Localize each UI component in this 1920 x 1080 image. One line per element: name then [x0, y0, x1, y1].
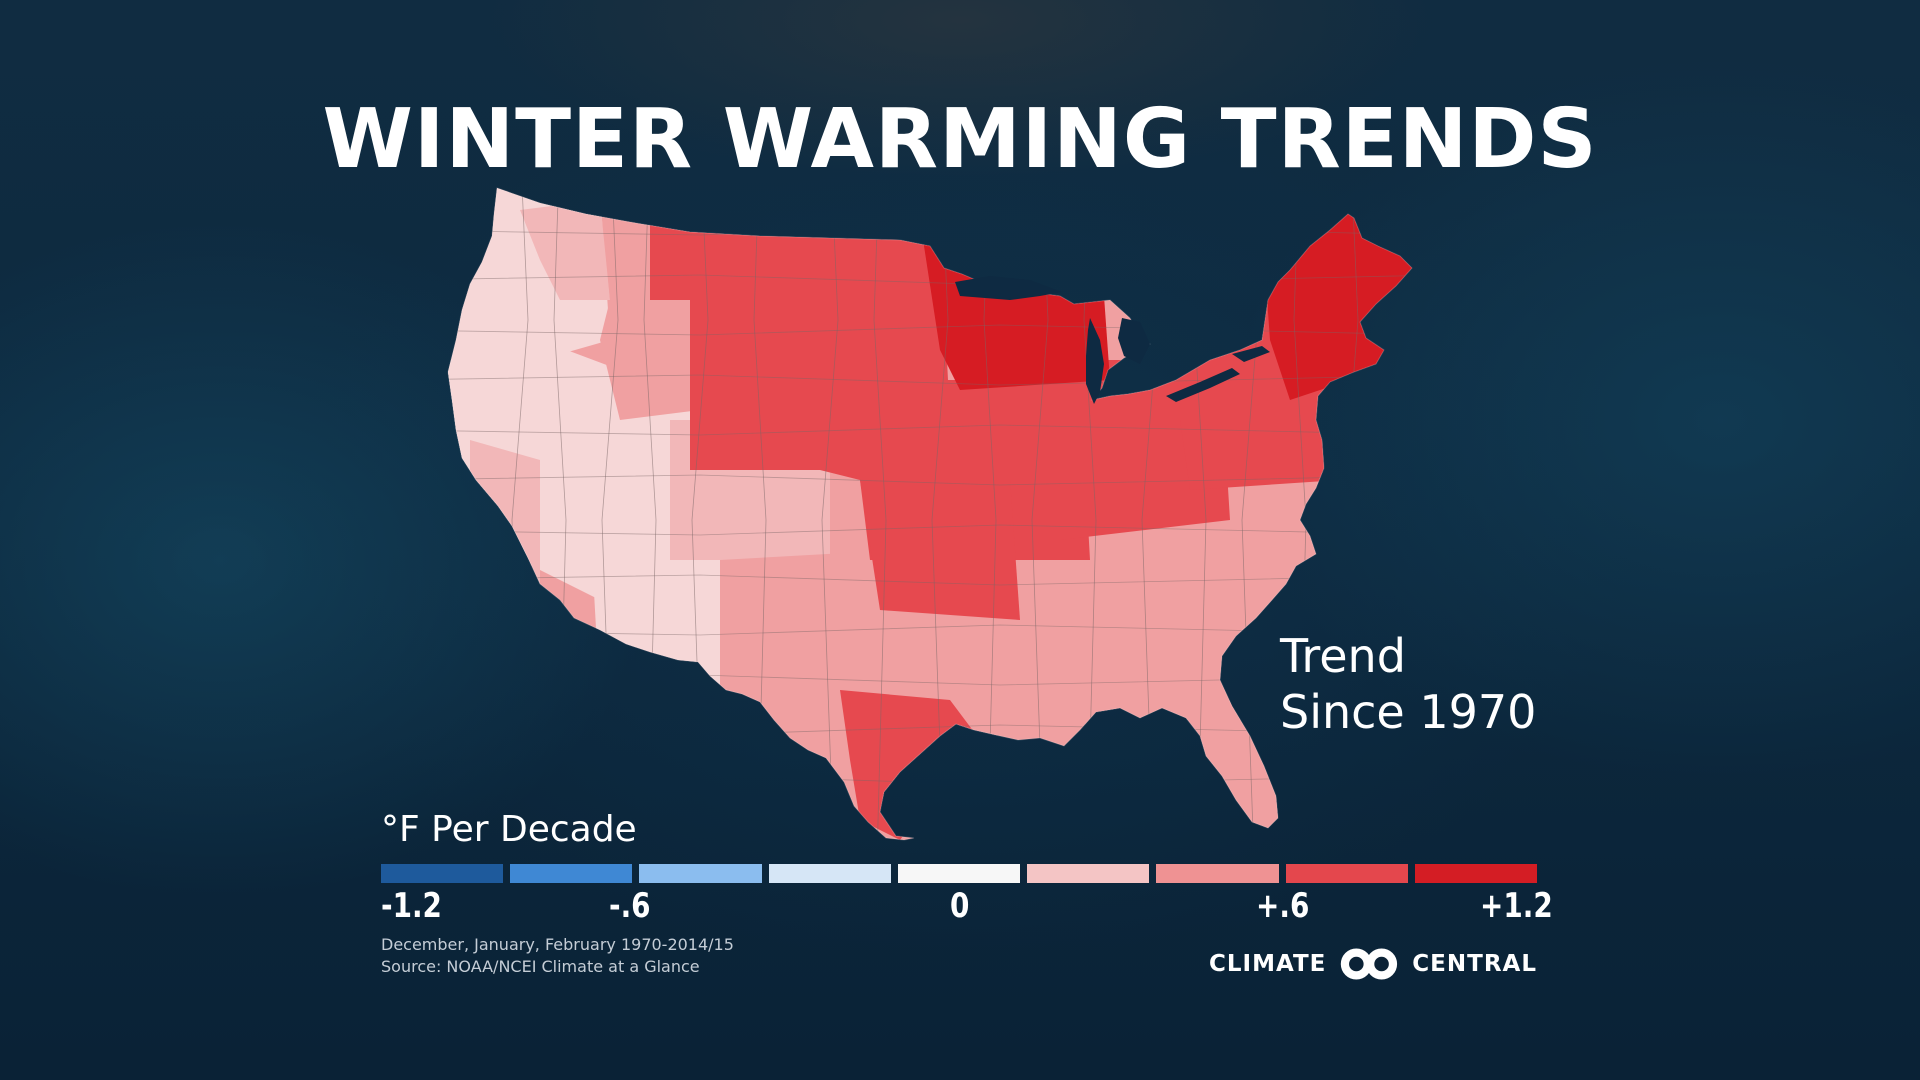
great-lakes: [955, 276, 1270, 404]
legend-swatch: [1156, 864, 1279, 883]
division-border: [448, 524, 1412, 536]
logo-rings-icon: [1341, 948, 1398, 980]
region-upper-midwest: [920, 220, 1110, 390]
division-border: [448, 474, 1412, 486]
logo-text-right: CENTRAL: [1412, 951, 1537, 977]
legend-tick-neg-half: -.6: [609, 886, 651, 926]
region-washington-east: [520, 200, 610, 300]
page-title: WINTER WARMING TRENDS: [322, 92, 1598, 187]
legend-swatch: [1027, 864, 1150, 883]
legend-swatch: [510, 864, 633, 883]
period-note: December, January, February 1970-2014/15: [381, 935, 734, 954]
legend-swatch: [1285, 864, 1408, 883]
region-oklahoma: [860, 480, 1020, 620]
legend-swatch: [1414, 864, 1537, 883]
division-border: [448, 424, 1412, 436]
lake-ontario: [1232, 346, 1270, 362]
lake-huron: [1118, 318, 1150, 364]
division-border: [448, 774, 1412, 786]
legend-swatch: [639, 864, 762, 883]
region-new-england: [1260, 200, 1412, 400]
lake-erie: [1166, 368, 1240, 402]
legend-swatch: [897, 864, 1021, 883]
legend-swatch: [381, 864, 504, 883]
trend-label-line1: Trend: [1280, 629, 1406, 683]
trend-since-label: Trend Since 1970: [1280, 628, 1580, 740]
logo-text-left: CLIMATE: [1209, 951, 1327, 977]
legend-color-scale: [381, 864, 1537, 883]
source-note: December, January, February 1970-2014/15…: [381, 934, 734, 978]
legend-tick-min: -1.2: [381, 886, 442, 926]
legend-swatch: [768, 864, 891, 883]
climate-central-logo: CLIMATE CENTRAL: [1209, 944, 1537, 984]
division-border: [448, 574, 1412, 586]
source-credit: Source: NOAA/NCEI Climate at a Glance: [381, 957, 700, 976]
legend-tick-max: +1.2: [1480, 886, 1553, 926]
region-rockies-north: [600, 190, 700, 420]
legend-title: °F Per Decade: [381, 809, 637, 850]
trend-label-line2: Since 1970: [1280, 685, 1537, 739]
legend-tick-pos-half: +.6: [1256, 886, 1310, 926]
region-texas-south: [840, 690, 980, 840]
region-southern-california: [470, 440, 540, 620]
lake-superior: [955, 276, 1062, 300]
region-south: [720, 540, 1120, 800]
lake-michigan: [1086, 318, 1104, 404]
legend-tick-zero: 0: [950, 886, 970, 926]
